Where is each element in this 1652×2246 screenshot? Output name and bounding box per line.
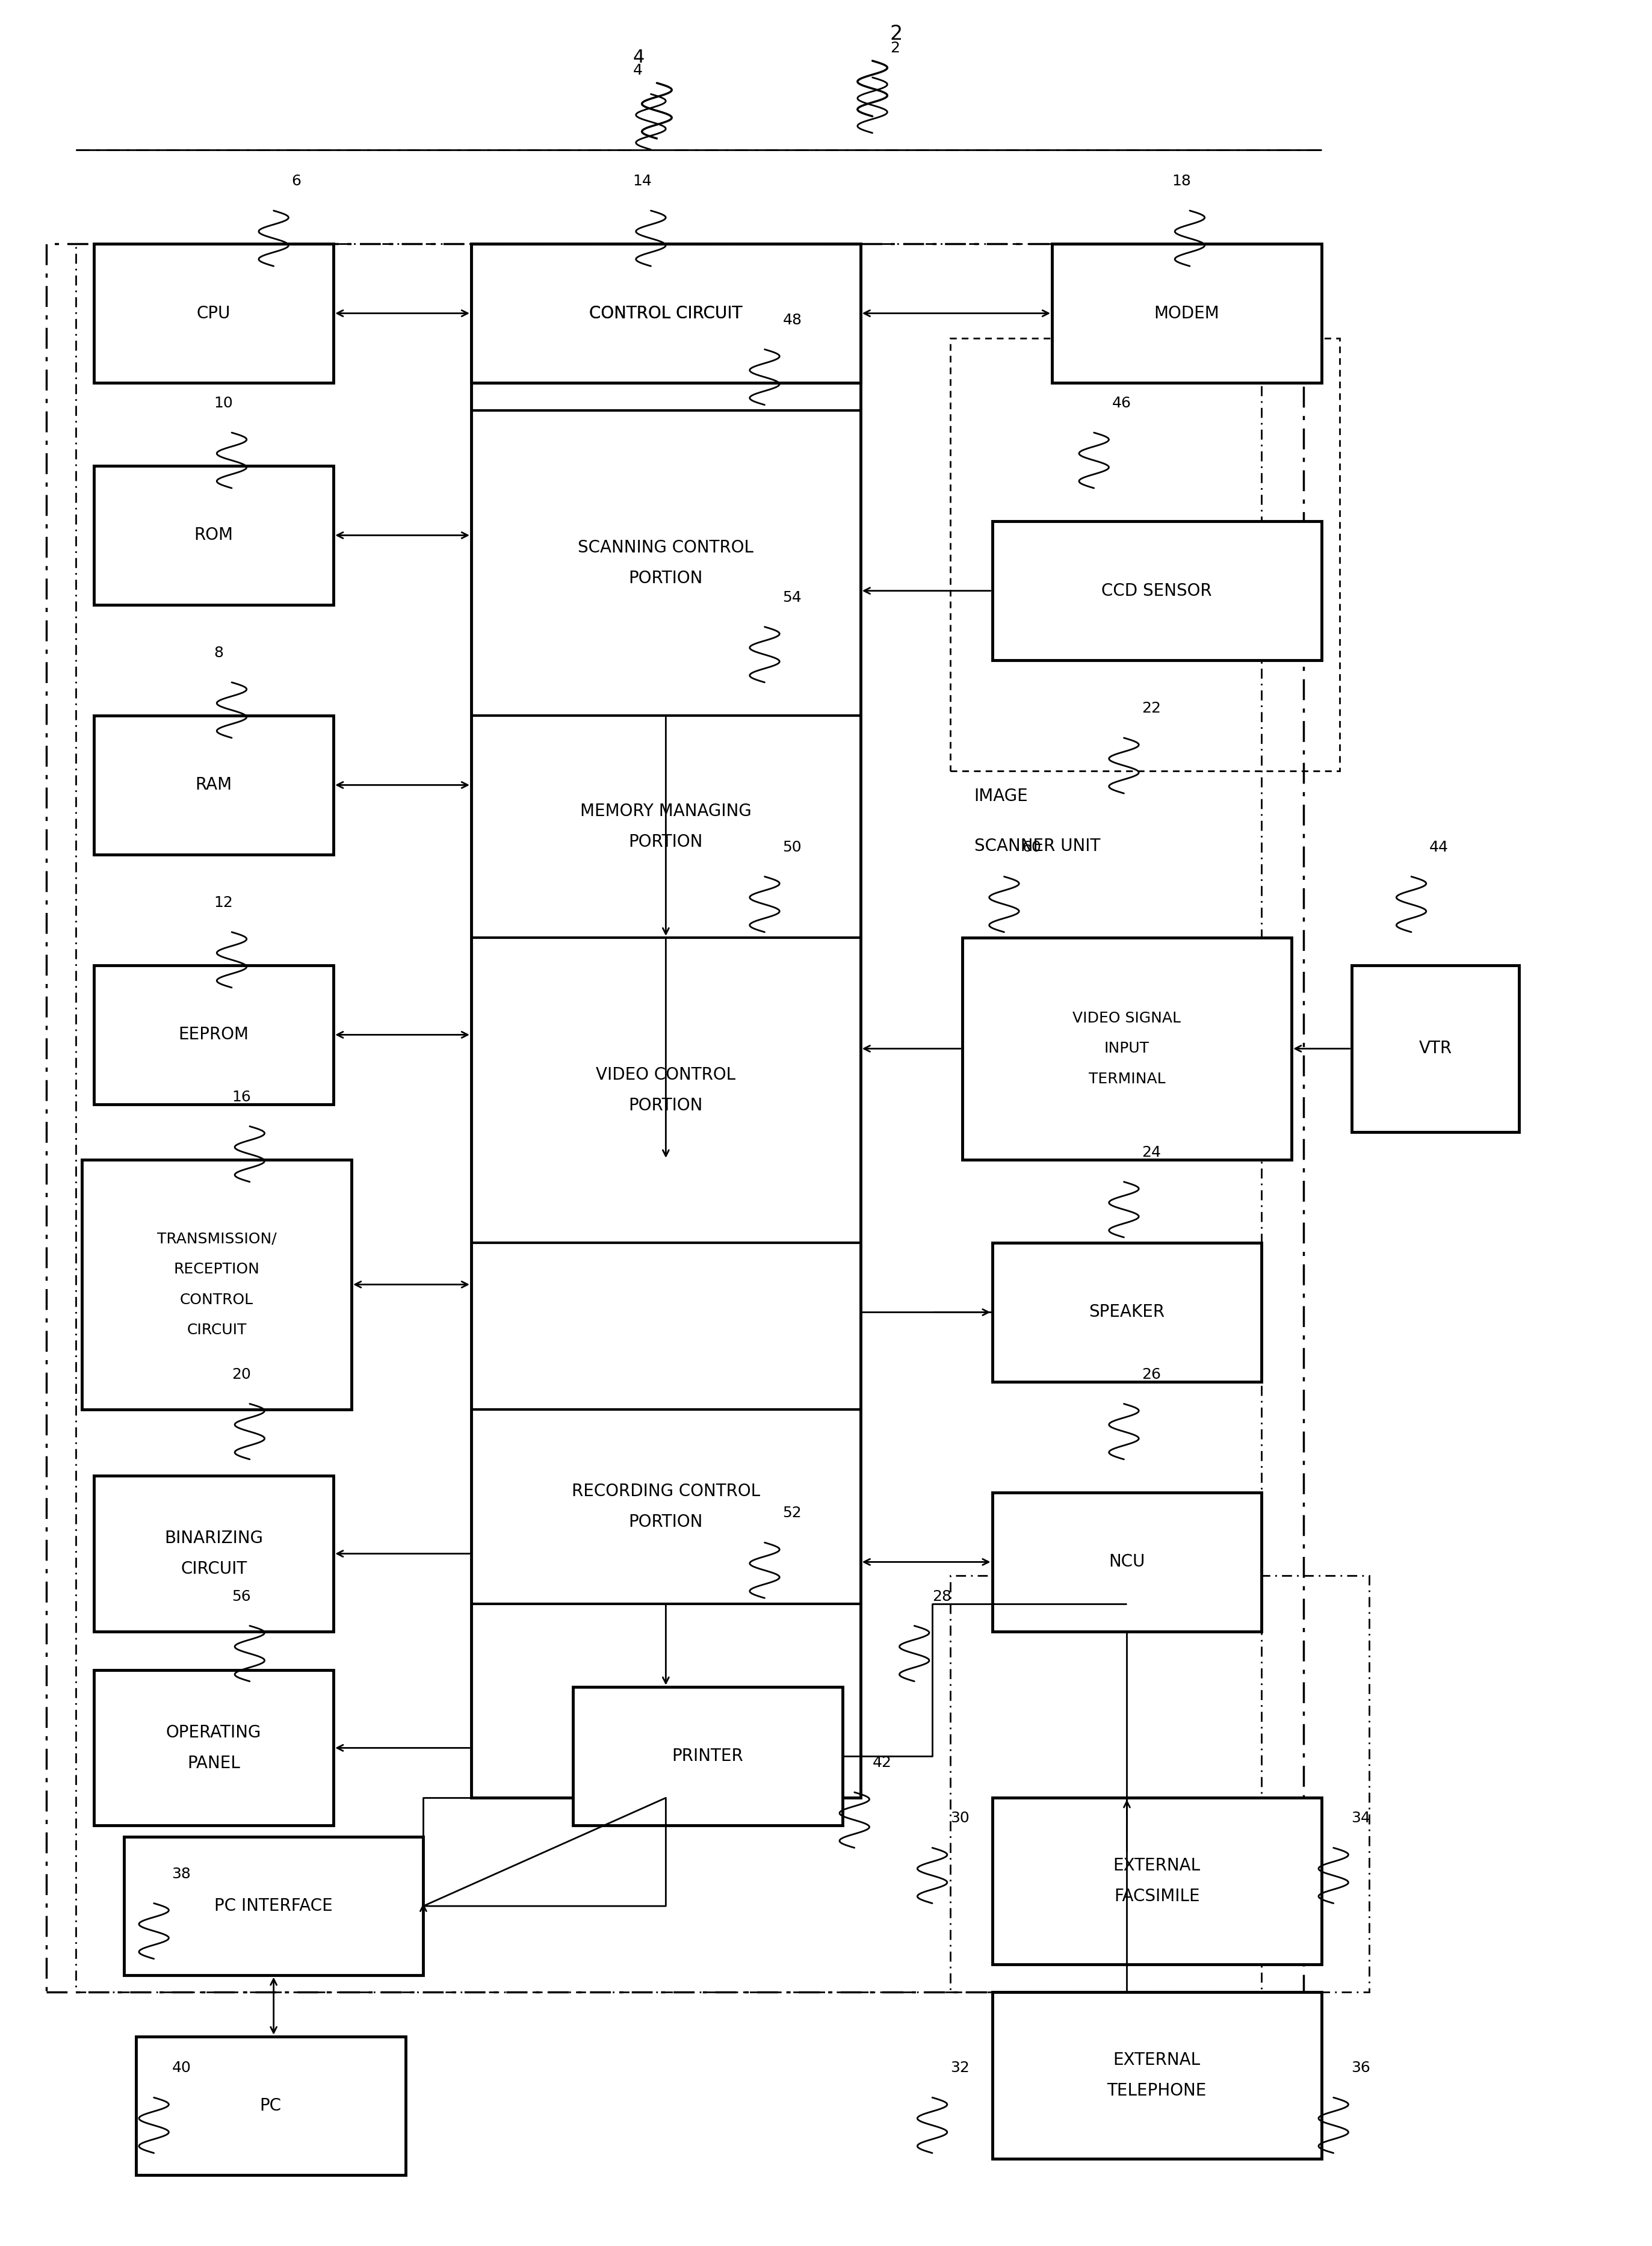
Text: PC INTERFACE: PC INTERFACE <box>215 1898 332 1914</box>
Text: 8: 8 <box>213 645 223 660</box>
Text: NCU: NCU <box>1108 1554 1145 1570</box>
Text: 12: 12 <box>213 896 233 910</box>
Bar <box>961 937 1292 1159</box>
Bar <box>76 245 1262 1992</box>
Bar <box>94 966 334 1105</box>
Text: VTR: VTR <box>1419 1040 1452 1058</box>
Text: 4: 4 <box>633 49 644 67</box>
Bar <box>950 1577 1370 1992</box>
Bar <box>950 339 1340 770</box>
Text: 40: 40 <box>172 2062 192 2075</box>
Text: 28: 28 <box>932 1590 952 1604</box>
Text: CIRCUIT: CIRCUIT <box>180 1561 246 1577</box>
Text: OPERATING: OPERATING <box>167 1725 261 1741</box>
Bar <box>993 521 1322 660</box>
Text: VIDEO SIGNAL: VIDEO SIGNAL <box>1072 1011 1181 1026</box>
Text: PRINTER: PRINTER <box>672 1747 743 1765</box>
Text: SCANNER UNIT: SCANNER UNIT <box>975 838 1100 853</box>
Text: 56: 56 <box>231 1590 251 1604</box>
Text: 42: 42 <box>872 1756 892 1770</box>
Bar <box>94 1671 334 1826</box>
Text: PANEL: PANEL <box>187 1754 240 1772</box>
Text: EEPROM: EEPROM <box>178 1026 249 1042</box>
Text: 30: 30 <box>950 1810 970 1826</box>
Text: PORTION: PORTION <box>629 570 704 586</box>
Bar <box>124 1837 423 1976</box>
Text: 54: 54 <box>783 591 801 604</box>
Text: CPU: CPU <box>197 305 231 321</box>
Text: 52: 52 <box>783 1505 801 1521</box>
Text: CONTROL CIRCUIT: CONTROL CIRCUIT <box>590 305 742 321</box>
Text: VIDEO CONTROL: VIDEO CONTROL <box>596 1067 735 1083</box>
Bar <box>1052 245 1322 382</box>
Bar <box>993 1494 1262 1631</box>
Text: 38: 38 <box>172 1866 192 1882</box>
Bar <box>94 245 334 382</box>
Text: MEMORY MANAGING: MEMORY MANAGING <box>580 804 752 820</box>
Text: CCD SENSOR: CCD SENSOR <box>1102 582 1213 600</box>
Bar <box>993 1797 1322 1965</box>
Bar <box>83 1159 352 1408</box>
Text: CIRCUIT: CIRCUIT <box>187 1323 246 1339</box>
Text: 44: 44 <box>1429 840 1449 853</box>
Text: RECORDING CONTROL: RECORDING CONTROL <box>572 1482 760 1500</box>
Text: 2: 2 <box>890 40 900 56</box>
Text: SCANNING CONTROL: SCANNING CONTROL <box>578 539 753 557</box>
Text: PC: PC <box>259 2098 281 2113</box>
Text: TELEPHONE: TELEPHONE <box>1107 2082 1206 2100</box>
Bar <box>993 1242 1262 1381</box>
Bar <box>94 716 334 853</box>
Text: 20: 20 <box>231 1368 251 1381</box>
Text: 36: 36 <box>1351 2062 1371 2075</box>
Text: 10: 10 <box>213 395 233 411</box>
Bar <box>94 1476 334 1631</box>
Text: 60: 60 <box>1023 840 1041 853</box>
Text: CONTROL: CONTROL <box>180 1291 253 1307</box>
Text: ROM: ROM <box>195 528 233 544</box>
Text: 26: 26 <box>1142 1368 1161 1381</box>
Text: 34: 34 <box>1351 1810 1371 1826</box>
Text: 18: 18 <box>1171 173 1191 189</box>
Text: 46: 46 <box>1112 395 1132 411</box>
Bar <box>471 245 861 382</box>
Bar <box>1351 966 1520 1132</box>
Text: RECEPTION: RECEPTION <box>173 1262 259 1276</box>
Text: 4: 4 <box>633 63 643 76</box>
Bar <box>993 1992 1322 2158</box>
Text: 24: 24 <box>1142 1145 1161 1159</box>
Bar <box>573 1687 843 1826</box>
Text: MODEM: MODEM <box>1155 305 1219 321</box>
Text: EXTERNAL: EXTERNAL <box>1113 1857 1201 1873</box>
Text: PORTION: PORTION <box>629 1096 704 1114</box>
Bar <box>94 465 334 604</box>
Text: 16: 16 <box>231 1089 251 1105</box>
Text: TERMINAL: TERMINAL <box>1089 1071 1165 1087</box>
Text: 22: 22 <box>1142 701 1161 716</box>
Text: RAM: RAM <box>195 777 233 793</box>
Text: 2: 2 <box>890 25 902 45</box>
Text: 6: 6 <box>292 173 301 189</box>
Text: BINARIZING: BINARIZING <box>165 1530 263 1547</box>
Bar <box>46 245 1303 1992</box>
Text: 32: 32 <box>950 2062 970 2075</box>
Text: 14: 14 <box>633 173 653 189</box>
Text: CONTROL CIRCUIT: CONTROL CIRCUIT <box>590 305 742 321</box>
Text: 48: 48 <box>783 312 801 328</box>
Text: TRANSMISSION/: TRANSMISSION/ <box>157 1231 276 1247</box>
Text: 50: 50 <box>783 840 801 853</box>
Text: INPUT: INPUT <box>1104 1042 1150 1056</box>
Bar <box>471 245 861 382</box>
Bar <box>471 272 861 1797</box>
Text: FACSIMILE: FACSIMILE <box>1113 1889 1199 1905</box>
Text: EXTERNAL: EXTERNAL <box>1113 2051 1201 2069</box>
Text: SPEAKER: SPEAKER <box>1089 1305 1165 1321</box>
Bar <box>135 2037 405 2174</box>
Text: PORTION: PORTION <box>629 833 704 851</box>
Text: IMAGE: IMAGE <box>975 788 1028 804</box>
Text: PORTION: PORTION <box>629 1514 704 1530</box>
